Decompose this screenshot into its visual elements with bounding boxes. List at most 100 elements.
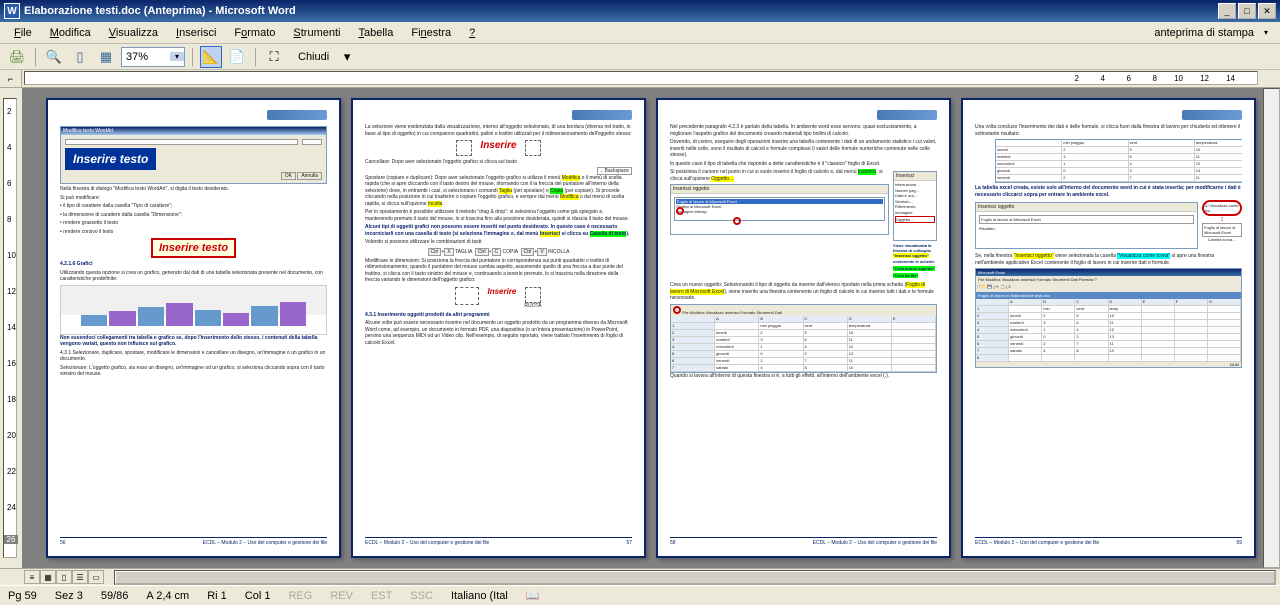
page-viewport[interactable]: Modifica testo WordArt Inserire testo OK…: [22, 88, 1280, 568]
ruler-tick: 8: [1153, 74, 1157, 83]
excel-embed-thumb: File Modifica Visualizza Inserisci Forma…: [670, 304, 937, 373]
scroll-thumb[interactable]: [115, 571, 1275, 584]
shape-samples-2: Inserire RUOTA: [365, 287, 632, 309]
ruler-tick: 12: [7, 287, 16, 296]
toolbar: 🖨 🔍 ▯ ▦ ▾ 📐 📄 ⛶ Chiudi ▾: [0, 44, 1280, 70]
magnifier-button[interactable]: 🔍: [43, 46, 65, 68]
close-preview-button[interactable]: Chiudi: [289, 48, 338, 66]
footer-text: ECDL – Modulo 2 – Uso del computer e ges…: [203, 540, 327, 546]
maximize-button[interactable]: □: [1238, 3, 1256, 19]
fullscreen-button[interactable]: ⛶: [263, 46, 285, 68]
separator: [35, 48, 36, 66]
menu-insert[interactable]: Inserisci: [168, 25, 224, 41]
close-window-button[interactable]: ✕: [1258, 3, 1276, 19]
status-line: Ri 1: [207, 590, 227, 602]
menu-help[interactable]: ?: [461, 25, 483, 41]
page-thumb-57[interactable]: La selezione viene evidenziata dalla vis…: [351, 98, 646, 558]
spellcheck-icon[interactable]: 📖: [526, 589, 540, 602]
zoom-dropdown-icon[interactable]: ▾: [170, 52, 184, 61]
highlight: Oggetto…: [711, 176, 734, 182]
body-text: Viene visualizzata la finestra di colloq…: [893, 243, 931, 253]
print-button[interactable]: 🖨: [6, 46, 28, 68]
mode-dropdown-icon[interactable]: ▾: [1264, 28, 1274, 37]
excel-sheet-tab: Foglio di lavoro in Elaborazione testi.d…: [976, 292, 1241, 299]
status-page: Pg 59: [8, 590, 37, 602]
highlight: "Visualizza come icona": [1117, 253, 1170, 259]
pages-row: Modifica testo WordArt Inserire testo OK…: [22, 88, 1280, 568]
page-footer: 58 ECDL – Modulo 2 – Uso del computer e …: [670, 537, 937, 546]
page-number: 57: [626, 540, 632, 546]
shrink-fit-button[interactable]: 📄: [226, 46, 248, 68]
menu-format[interactable]: Formato: [226, 25, 283, 41]
ruler-tick: 12: [1200, 74, 1209, 83]
wordart-sample: Inserire testo: [65, 148, 156, 170]
window-controls: _ □ ✕: [1218, 3, 1276, 19]
multi-page-button[interactable]: ▦: [95, 46, 117, 68]
page-number: 59: [1236, 540, 1242, 546]
horizontal-scrollbar[interactable]: [114, 570, 1276, 585]
footer-text: ECDL – Modulo 2 – Uso del computer e ges…: [365, 540, 489, 546]
body-text: Alcune volte può essere necessario inser…: [365, 320, 632, 346]
view-mode-label: anteprima di stampa: [1154, 27, 1262, 39]
body-text: 4.3.1 Selezionare, duplicare, spostare, …: [60, 350, 327, 363]
wordart-sample-small: Inserire: [480, 140, 516, 156]
blue-note: ).: [626, 231, 629, 237]
body-text: • rendere corsivo il testo: [60, 229, 327, 236]
page-thumb-58[interactable]: Nel precedente paragrafo 4.2.3 è parlato…: [656, 98, 951, 558]
logo-icon: [572, 110, 632, 120]
blue-note: La tabella excel creata, esiste solo all…: [975, 185, 1242, 198]
menu-window[interactable]: Finestra: [403, 25, 459, 41]
ruler-tick: 6: [7, 179, 11, 188]
body-text: La selezione viene evidenziata dalla vis…: [365, 124, 632, 137]
logo-icon: [877, 110, 937, 120]
blue-note: Non essendoci collegamenti tra tabella e…: [60, 335, 327, 348]
body-text: Volendo si possono utilizzare le combina…: [365, 239, 632, 246]
status-ovr: SSC: [410, 590, 433, 602]
body-text: (per spostare) o: [513, 188, 548, 194]
menu-edit[interactable]: Modifica: [42, 25, 99, 41]
status-ext: EST: [371, 590, 392, 602]
vertical-ruler[interactable]: 2 4 6 8 10 12 14 16 18 20 22 24 26: [0, 88, 22, 568]
menu-file[interactable]: File: [6, 25, 40, 41]
ruler-toggle-button[interactable]: 📐: [200, 46, 222, 68]
blue-note: si clicca su: [562, 231, 589, 237]
highlight: Inserisci: [858, 169, 876, 175]
menu-table[interactable]: Tabella: [350, 25, 401, 41]
titlebar-text: Elaborazione testi.doc (Anteprima) - Mic…: [24, 5, 1218, 17]
page-thumb-56[interactable]: Modifica testo WordArt Inserire testo OK…: [46, 98, 341, 558]
toolbar-options-icon[interactable]: ▾: [342, 46, 352, 68]
menubar: File Modifica Visualizza Inserisci Forma…: [0, 22, 1280, 44]
excel-title: Microsoft Excel: [976, 269, 1241, 276]
status-pages: 59/86: [101, 590, 129, 602]
body-text: • la dimensione di carattere dalla casel…: [60, 212, 327, 219]
body-text: Si posiziona il cursore nel punto in cui…: [670, 169, 857, 175]
outline-view-button[interactable]: ☰: [72, 570, 88, 584]
web-view-button[interactable]: ▦: [40, 570, 56, 584]
status-rev: REV: [330, 590, 353, 602]
wordart-sample-2: Inserire testo: [151, 238, 236, 258]
vertical-scrollbar[interactable]: [1263, 88, 1280, 568]
wordart-dialog-thumb: Modifica testo WordArt Inserire testo OK…: [60, 126, 327, 184]
one-page-button[interactable]: ▯: [69, 46, 91, 68]
ruler-tick: 14: [1226, 74, 1235, 83]
normal-view-button[interactable]: ≡: [24, 570, 40, 584]
ruler-tick: 4: [1101, 74, 1105, 83]
page-number: 58: [670, 540, 676, 546]
insert-object-dialog-thumb: Inserisci oggetto Foglio di lavoro di Mi…: [975, 202, 1198, 249]
minimize-button[interactable]: _: [1218, 3, 1236, 19]
reading-view-button[interactable]: ▭: [88, 570, 104, 584]
body-text: Selezionare: L'oggetto grafico, sia esso…: [60, 365, 327, 378]
zoom-combo[interactable]: ▾: [121, 47, 185, 67]
status-language: Italiano (Ital: [451, 590, 508, 602]
print-view-button[interactable]: ▯: [56, 570, 72, 584]
ruler-corner: ⌐: [0, 70, 22, 88]
menu-view[interactable]: Visualizza: [101, 25, 166, 41]
heading-text: 4.2.1.6 Grafici: [60, 261, 327, 268]
ruler-tick: 10: [7, 251, 16, 260]
logo-icon: [1182, 110, 1242, 120]
ruler-tick: 26: [4, 535, 18, 544]
page-thumb-59[interactable]: Una volta concluso l'inserimento dei dat…: [961, 98, 1256, 558]
menu-tools[interactable]: Strumenti: [285, 25, 348, 41]
horizontal-ruler[interactable]: 2 4 6 8 10 12 14: [24, 71, 1258, 85]
zoom-input[interactable]: [122, 51, 170, 63]
